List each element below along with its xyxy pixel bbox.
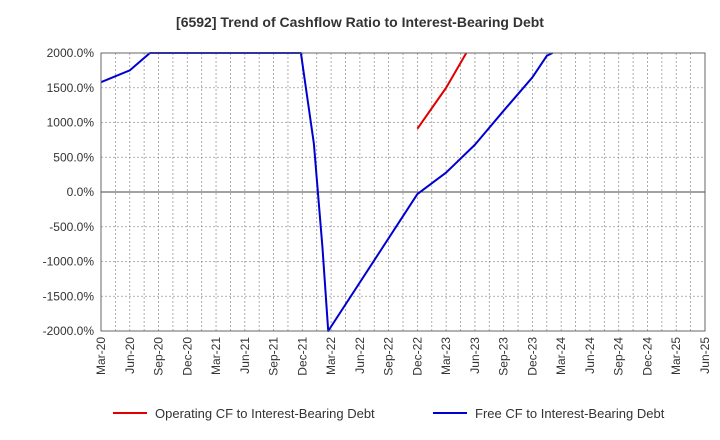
x-tick-label: Sep-20: [152, 337, 166, 376]
x-tick-label: Sep-23: [497, 337, 511, 376]
legend-label-free-cf: Free CF to Interest-Bearing Debt: [475, 406, 665, 421]
y-tick-label: -1500.0%: [43, 289, 95, 303]
x-tick-label: Sep-21: [267, 337, 281, 376]
x-tick-label: Dec-20: [180, 337, 194, 376]
x-tick-label: Mar-20: [94, 337, 108, 375]
x-tick-label: Mar-25: [669, 337, 683, 375]
x-tick-label: Mar-21: [209, 337, 223, 375]
x-tick-label: Jun-21: [238, 337, 252, 374]
plot-frame: [100, 52, 706, 332]
x-tick-label: Jun-24: [583, 337, 597, 374]
y-tick-label: 1000.0%: [47, 116, 95, 130]
chart-title: [6592] Trend of Cashflow Ratio to Intere…: [176, 14, 544, 30]
x-tick-label: Dec-24: [640, 337, 654, 376]
x-tick-label: Jun-25: [698, 337, 712, 374]
x-tick-label: Jun-23: [468, 337, 482, 374]
legend: Operating CF to Interest-Bearing Debt Fr…: [113, 406, 665, 421]
y-tick-label: -1000.0%: [43, 255, 95, 269]
x-tick-label: Jun-22: [353, 337, 367, 374]
y-tick-label: 0.0%: [67, 185, 95, 199]
y-tick-label: -2000.0%: [43, 324, 95, 338]
x-tick-label: Mar-23: [439, 337, 453, 375]
legend-label-operating-cf: Operating CF to Interest-Bearing Debt: [155, 406, 375, 421]
y-tick-label: -500.0%: [49, 220, 94, 234]
y-tick-label: 2000.0%: [47, 46, 95, 60]
x-tick-label: Dec-21: [295, 337, 309, 376]
x-tick-label: Mar-24: [554, 337, 568, 375]
x-tick-label: Sep-24: [612, 337, 626, 376]
y-axis-ticks: 2000.0% 1500.0% 1000.0% 500.0% 0.0% -500.0% -1…: [43, 46, 95, 338]
y-tick-label: 500.0%: [53, 150, 94, 164]
x-tick-label: Dec-22: [410, 337, 424, 376]
x-tick-label: Mar-22: [324, 337, 338, 375]
y-tick-label: 1500.0%: [47, 81, 95, 95]
x-tick-label: Jun-20: [123, 337, 137, 374]
x-tick-label: Sep-22: [382, 337, 396, 376]
x-tick-label: Dec-23: [525, 337, 539, 376]
x-axis-ticks: Mar-20 Jun-20 Sep-20 Dec-20 Mar-21 Jun-21 Sep-…: [94, 337, 712, 376]
series-line-0: [416, 52, 468, 130]
